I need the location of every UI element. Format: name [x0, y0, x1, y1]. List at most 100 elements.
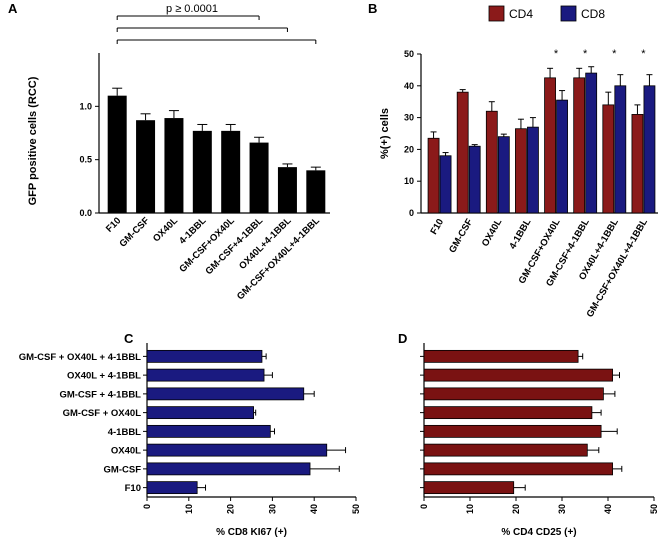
panel-a: A 0.0 0.5 1.0 GFP positive cells (RCC) F10GM-… [8, 1, 330, 302]
error-bar [559, 90, 566, 101]
error-bar [326, 447, 347, 454]
bar-cd8 [527, 126, 539, 214]
error-bar [605, 91, 612, 105]
bar-cd8 [468, 145, 481, 214]
error-bar [112, 87, 123, 96]
y-tick-label: 20 [404, 144, 414, 154]
y-tick-label: 10 [404, 176, 414, 186]
error-bar [646, 74, 653, 86]
significance-bracket [116, 15, 260, 20]
error-bar [488, 101, 495, 112]
panel-d: D 0 10 20 30 40 50 % CD4 CD25 (+) [398, 331, 659, 538]
error-bar [601, 428, 618, 435]
error-bar [225, 123, 236, 131]
y-tick-label: 0.0 [79, 208, 92, 218]
panel-letter-b: B [368, 1, 377, 16]
bar [146, 349, 263, 363]
x-tick-label: 30 [267, 504, 277, 514]
x-tick-label: 50 [649, 504, 659, 514]
bar-cd8 [585, 72, 598, 214]
error-bar [634, 104, 641, 115]
bar-cd8 [614, 85, 627, 214]
error-bar [459, 89, 466, 93]
panel-c: C 0 10 20 30 40 50 % CD8 KI67 (+) GM-CSF + OX40L… [19, 331, 361, 538]
x-tick-label: F10 [104, 215, 123, 234]
error-bar [513, 484, 526, 491]
error-bar [587, 447, 600, 454]
error-bar [517, 118, 524, 129]
error-bar [168, 110, 179, 119]
bar [146, 462, 311, 476]
bar [277, 167, 297, 213]
error-bar [197, 123, 208, 131]
bar-cd4 [631, 114, 644, 214]
y-tick-label: 0 [409, 208, 414, 218]
error-bar [442, 152, 449, 156]
bar-cd4 [427, 137, 440, 214]
legend-swatch-cd8 [560, 5, 577, 22]
significance-bracket [116, 39, 317, 44]
error-bar [576, 67, 583, 78]
bar-cd4 [544, 77, 556, 214]
error-bar [310, 465, 340, 472]
bar [146, 443, 328, 457]
bar [423, 424, 602, 438]
legend-label-cd8: CD8 [581, 7, 605, 21]
error-bar [612, 465, 623, 472]
bar [146, 406, 254, 420]
bar [249, 142, 269, 213]
significance-star: * [583, 48, 588, 60]
x-tick-label: F10 [428, 217, 446, 237]
bar-cd8 [643, 85, 656, 214]
bar [146, 387, 305, 401]
bar [146, 368, 265, 382]
x-tick-label: OX40L [151, 215, 180, 244]
bar-cd8 [556, 99, 568, 214]
x-tick-label: 50 [351, 504, 361, 514]
y-axis-label: %(+) cells [379, 108, 391, 159]
bar [423, 349, 579, 363]
x-tick-label: 40 [309, 504, 319, 514]
bar [423, 462, 614, 476]
bar-cd8 [439, 155, 452, 214]
bar-cd4 [515, 128, 527, 214]
y-tick-label: 4-1BBL [108, 427, 141, 438]
significance-star: * [554, 48, 559, 60]
y-tick-label: 30 [404, 113, 414, 123]
y-tick-label: 50 [404, 49, 414, 59]
bar [423, 443, 588, 457]
panel-letter-a: A [8, 1, 18, 16]
x-tick-label: 10 [184, 504, 194, 514]
error-bar [253, 409, 257, 416]
y-tick-label: GM-CSF + OX40L + 4-1BBL [19, 352, 141, 363]
x-tick-label: 20 [511, 504, 521, 514]
error-bar [500, 133, 507, 137]
error-bar [310, 166, 321, 171]
significance-star: * [641, 48, 646, 60]
x-tick-label: 0 [419, 504, 429, 509]
bar [136, 120, 156, 213]
legend-label-cd4: CD4 [509, 7, 533, 21]
error-bar [270, 428, 275, 435]
bar-cd4 [573, 77, 586, 214]
bar [107, 95, 127, 213]
bar-cd4 [602, 104, 615, 214]
error-bar [254, 136, 265, 143]
panel-letter-c: C [124, 331, 134, 346]
error-bar [261, 353, 267, 360]
bar [192, 130, 212, 213]
significance-star: * [612, 48, 617, 60]
y-tick-label: GM-CSF + 4-1BBL [59, 389, 141, 400]
error-bar [140, 113, 151, 121]
error-bar [529, 117, 536, 128]
error-bar [588, 66, 595, 74]
x-axis-label: % CD4 CD25 (+) [501, 527, 576, 538]
panel-b: B 0 10 20 30 40 50 %(+) cells F10 GM-CSF OX40L 4-1B… [368, 1, 658, 319]
error-bar [197, 484, 207, 491]
bar-cd8 [497, 136, 510, 214]
y-tick-label: OX40L [111, 446, 141, 457]
y-tick-label: OX40L + 4-1BBL [67, 371, 141, 382]
bar [146, 424, 271, 438]
bar [423, 387, 604, 401]
